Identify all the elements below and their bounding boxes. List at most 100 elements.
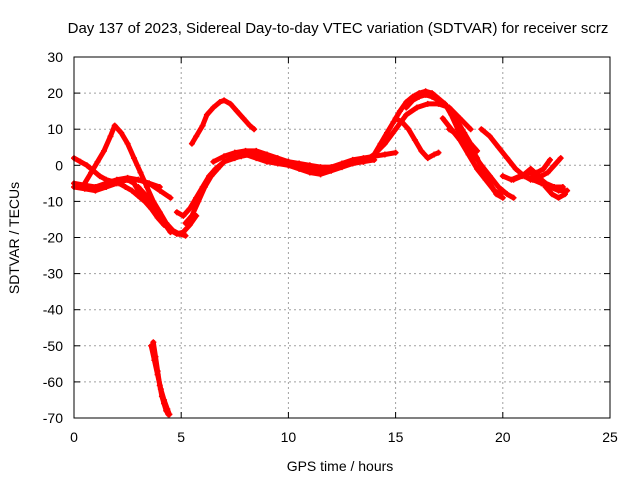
data-point xyxy=(231,155,238,162)
data-point xyxy=(557,155,564,162)
data-point xyxy=(274,158,281,165)
axis-ticks: 0 5 10 15 20 25 30 20 10 0 -10 -20 -30 -40 -50 -60 -70 xyxy=(43,49,618,445)
data-point xyxy=(251,126,258,133)
data-point xyxy=(193,133,200,140)
y-tick-label: -60 xyxy=(43,374,63,390)
data-point xyxy=(296,160,303,167)
data-point xyxy=(495,144,502,151)
data-point xyxy=(131,180,138,187)
data-point xyxy=(510,194,517,201)
y-tick-label: 20 xyxy=(47,85,63,101)
data-point xyxy=(103,176,110,183)
y-tick-label: 30 xyxy=(47,49,63,65)
y-tick-label: -20 xyxy=(43,230,63,246)
data-point xyxy=(94,158,101,165)
data-point xyxy=(231,149,238,156)
data-point xyxy=(109,178,116,185)
data-point xyxy=(544,169,551,176)
data-point xyxy=(167,194,174,201)
data-point xyxy=(263,158,270,165)
data-point xyxy=(381,151,388,158)
data-point xyxy=(411,137,418,144)
data-point xyxy=(210,158,217,165)
data-point xyxy=(180,212,187,219)
data-point xyxy=(154,368,161,375)
data-point xyxy=(328,164,335,171)
data-point xyxy=(546,156,553,163)
data-point xyxy=(448,108,455,115)
data-point xyxy=(510,176,517,183)
data-point xyxy=(227,100,234,107)
data-point xyxy=(92,183,99,190)
data-point xyxy=(124,140,131,147)
data-point xyxy=(188,140,195,147)
data-point xyxy=(173,230,180,237)
data-point xyxy=(195,198,202,205)
data-point xyxy=(156,183,163,190)
data-point xyxy=(131,155,138,162)
x-tick-label: 15 xyxy=(388,429,404,445)
data-point xyxy=(111,122,118,129)
data-point xyxy=(403,111,410,118)
series-arc-7 xyxy=(174,152,259,219)
data-point xyxy=(531,176,538,183)
data-point xyxy=(107,133,114,140)
data-point xyxy=(474,155,481,162)
data-point xyxy=(551,162,558,169)
data-point xyxy=(77,158,84,165)
data-point xyxy=(396,108,403,115)
data-point xyxy=(180,229,187,236)
x-axis-label: GPS time / hours xyxy=(287,458,394,474)
data-point xyxy=(317,164,324,171)
data-point xyxy=(390,118,397,125)
y-tick-label: 10 xyxy=(47,121,63,137)
data-point xyxy=(210,104,217,111)
data-point xyxy=(135,176,142,183)
data-point xyxy=(240,115,247,122)
data-point xyxy=(148,198,155,205)
data-point xyxy=(564,187,571,194)
data-point xyxy=(538,173,545,180)
data-point xyxy=(416,93,423,100)
data-point xyxy=(493,191,500,198)
data-point xyxy=(156,382,163,389)
data-point xyxy=(214,165,221,172)
data-point xyxy=(208,173,215,180)
data-point xyxy=(116,180,123,187)
data-point xyxy=(253,147,260,154)
x-tick-label: 25 xyxy=(602,429,618,445)
data-point xyxy=(399,118,406,125)
data-point xyxy=(118,129,125,136)
chart-title: Day 137 of 2023, Sidereal Day-to-day VTE… xyxy=(68,20,609,37)
data-point xyxy=(474,165,481,172)
data-point xyxy=(154,209,161,216)
data-point xyxy=(424,155,431,162)
data-point xyxy=(203,111,210,118)
series-arc-18 xyxy=(446,126,516,201)
data-point xyxy=(480,169,487,176)
data-point xyxy=(360,158,367,165)
data-point xyxy=(512,165,519,172)
x-tick-label: 10 xyxy=(281,429,297,445)
data-point xyxy=(221,158,228,165)
data-point xyxy=(499,173,506,180)
data-point xyxy=(549,191,556,198)
data-point xyxy=(504,191,511,198)
data-point xyxy=(486,180,493,187)
data-point xyxy=(242,151,249,158)
data-point xyxy=(504,155,511,162)
data-point xyxy=(101,147,108,154)
data-point xyxy=(403,104,410,111)
y-tick-label: -30 xyxy=(43,266,63,282)
data-point xyxy=(435,149,442,156)
x-tick-label: 0 xyxy=(70,429,78,445)
data-point xyxy=(81,180,88,187)
data-point xyxy=(392,126,399,133)
data-point xyxy=(158,393,165,400)
data-point xyxy=(263,151,270,158)
data-point xyxy=(422,91,429,98)
data-point xyxy=(409,97,416,104)
data-point xyxy=(527,165,534,172)
data-point xyxy=(188,212,195,219)
